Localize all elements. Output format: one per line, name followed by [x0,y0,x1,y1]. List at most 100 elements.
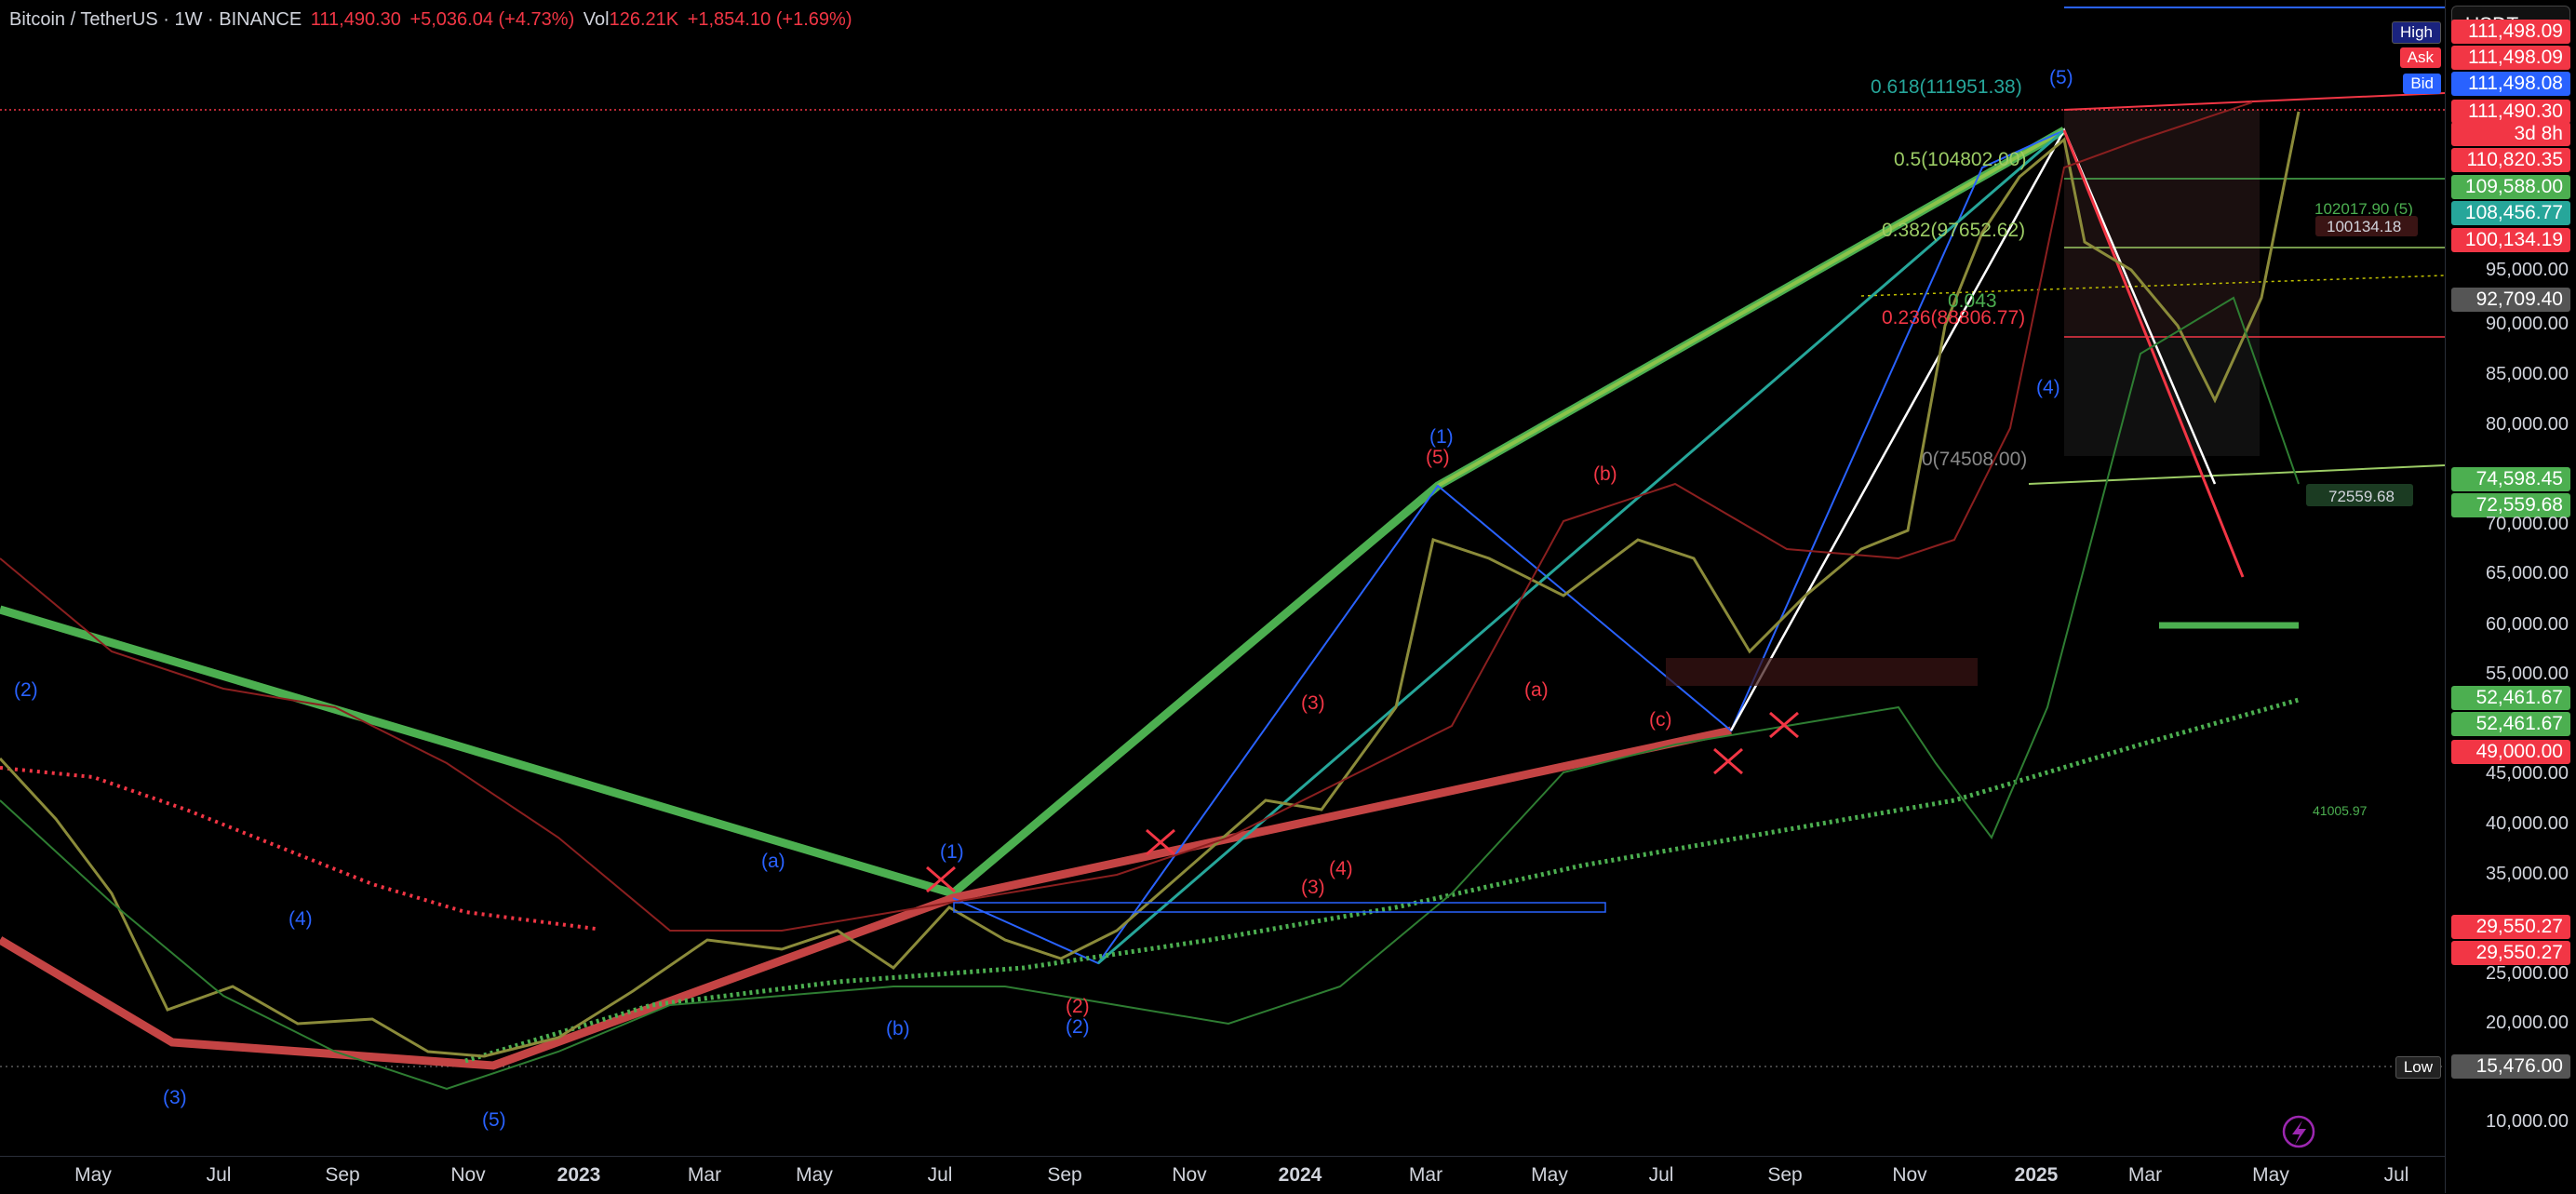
price-tag-caption: Low [2395,1056,2441,1079]
price-tick-label: 90,000.00 [2486,314,2569,334]
wave-label: (4) [2036,377,2060,398]
price-tag: 52,461.67 [2451,686,2570,710]
wave-label: (b) [1593,463,1617,485]
symbol-name[interactable]: Bitcoin / TetherUS · 1W · BINANCE [9,9,302,30]
fib-0-line [2028,464,2445,485]
volume-change: +1,854.10 (+1.69%) [687,9,852,30]
price-tick-label: 70,000.00 [2486,514,2569,534]
price-tick-label: 60,000.00 [2486,614,2569,635]
time-tick-label: May [74,1164,112,1186]
wave-label: (1) [940,841,964,863]
time-tick-label: Jul [2383,1164,2409,1186]
wave-label: (a) [1524,679,1549,701]
price-tick-label: 80,000.00 [2486,414,2569,435]
time-tick-label: Nov [1172,1164,1207,1186]
price-tick-label: 40,000.00 [2486,813,2569,834]
label-72559: 72559.68 [2328,488,2395,505]
price-tag: 92,709.40 [2451,288,2570,312]
red-wave-line [0,726,1732,1070]
price-tick-label: 45,000.00 [2486,763,2569,784]
price-tag: 110,820.35 [2451,148,2570,172]
label-72559-bg [2306,484,2413,506]
wave-label: (2) [14,679,38,701]
time-tick-label: 2024 [1278,1164,1322,1186]
blue-wave [952,129,2065,965]
wave-label: (1) [1429,426,1454,448]
fib-05-label: 0.5(104802.00) [1894,149,2026,170]
time-tick-label: Jul [1648,1164,1674,1186]
wave-label: (c) [1649,709,1672,731]
price-tick-label: 85,000.00 [2486,364,2569,384]
time-tick-label: Mar [2127,1164,2163,1186]
wave-label: (3) [163,1087,187,1108]
last-price: 111,490.30 [310,9,401,30]
wave-label: (5) [482,1109,506,1131]
blue-zone [953,902,1606,913]
price-tag: 111,498.09 [2451,46,2570,70]
moving-average-red [0,766,597,931]
price-tag: 3d 8h [2451,122,2570,146]
wave-label: (a) [761,851,785,872]
x-markers [926,711,1799,893]
price-tag: 111,498.08 [2451,72,2570,96]
price-tag: 29,550.27 [2451,941,2570,965]
price-line [0,111,2301,1058]
price-tag: 109,588.00 [2451,175,2570,199]
price-tick-label: 20,000.00 [2486,1013,2569,1033]
lightning-glyph [2292,1120,2306,1145]
time-tick-label: Mar [687,1164,722,1186]
red-drop-line [2062,129,2245,578]
price-tag-caption: Bid [2403,74,2441,94]
time-tick-label: Sep [325,1164,360,1186]
label-102017: 102017.90 (5) [2314,200,2413,218]
label-41005: 41005.97 [2313,803,2368,818]
lightning-icon[interactable] [2282,1115,2315,1148]
time-tick-label: May [796,1164,833,1186]
symbol-header: Bitcoin / TetherUS · 1W · BINANCE 111,49… [9,9,855,31]
fib-0618-label: 0.618(111951.38) [1871,76,2022,98]
supply-zone [1666,658,1978,686]
price-change: +5,036.04 (+4.73%) [409,9,575,30]
wave-label: (3) [1301,877,1325,898]
price-tag: 29,550.27 [2451,915,2570,939]
price-tag: 111,490.30 [2451,100,2570,124]
time-tick-label: Sep [1047,1164,1082,1186]
wave-label: (b) [886,1018,910,1040]
price-tag: 108,456.77 [2451,201,2570,225]
wave-label: (4) [288,908,313,930]
time-tick-label: 2023 [557,1164,601,1186]
wave-label: (2) [1066,996,1090,1017]
wave-label: (3) [1301,692,1325,714]
green-wave-line [0,127,2067,899]
price-tag: 111,498.09 [2451,20,2570,44]
price-tick-label: 10,000.00 [2486,1111,2569,1132]
time-tick-label: 2025 [2014,1164,2059,1186]
cloud-lower [0,296,2300,1091]
price-chart[interactable]: 0.618(111951.38) 0.5(104802.00) 0.382(97… [0,0,2445,1156]
time-tick-label: Jul [927,1164,953,1186]
moving-average-green [464,697,2300,1064]
wave-label: (4) [1329,858,1353,879]
wave-label: (5) [2049,67,2073,88]
teal-trend [1097,128,2065,965]
time-tick-label: Sep [1767,1164,1803,1186]
price-tick-label: 25,000.00 [2486,963,2569,984]
time-tick-label: Nov [450,1164,486,1186]
resistance-line [2063,92,2445,111]
cloud-upper [0,101,2253,932]
fib-mid-label: 0.043 [1948,290,1997,312]
wave-label: (2) [1066,1016,1090,1038]
price-tag: 74,598.45 [2451,467,2570,491]
label-100134: 100134.18 [2327,218,2401,235]
fib-0382-label: 0.382(97652.62) [1882,220,2025,241]
price-tag-caption: High [2392,21,2441,44]
upper-channel [1437,128,2065,488]
time-tick-label: Nov [1892,1164,1927,1186]
fib-0-label: 0(74508.00) [1922,449,2027,470]
price-tick-label: 65,000.00 [2486,563,2569,584]
price-tag: 72,559.68 [2451,493,2570,517]
time-tick-label: May [2252,1164,2289,1186]
time-axis[interactable]: May Jul Sep Nov 2023 Mar May Jul Sep Nov 2024 Mar Ma… [0,1156,2445,1194]
price-tag: 49,000.00 [2451,740,2570,764]
